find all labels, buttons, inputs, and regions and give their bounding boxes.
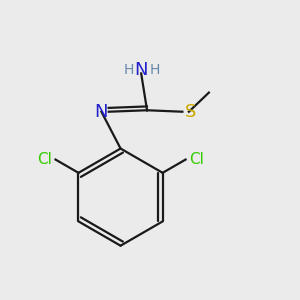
Text: N: N xyxy=(95,103,108,121)
Text: Cl: Cl xyxy=(189,152,204,167)
Text: S: S xyxy=(185,103,197,121)
Text: Cl: Cl xyxy=(37,152,52,167)
Text: H: H xyxy=(149,64,160,77)
Text: N: N xyxy=(134,61,148,80)
Text: H: H xyxy=(123,64,134,77)
